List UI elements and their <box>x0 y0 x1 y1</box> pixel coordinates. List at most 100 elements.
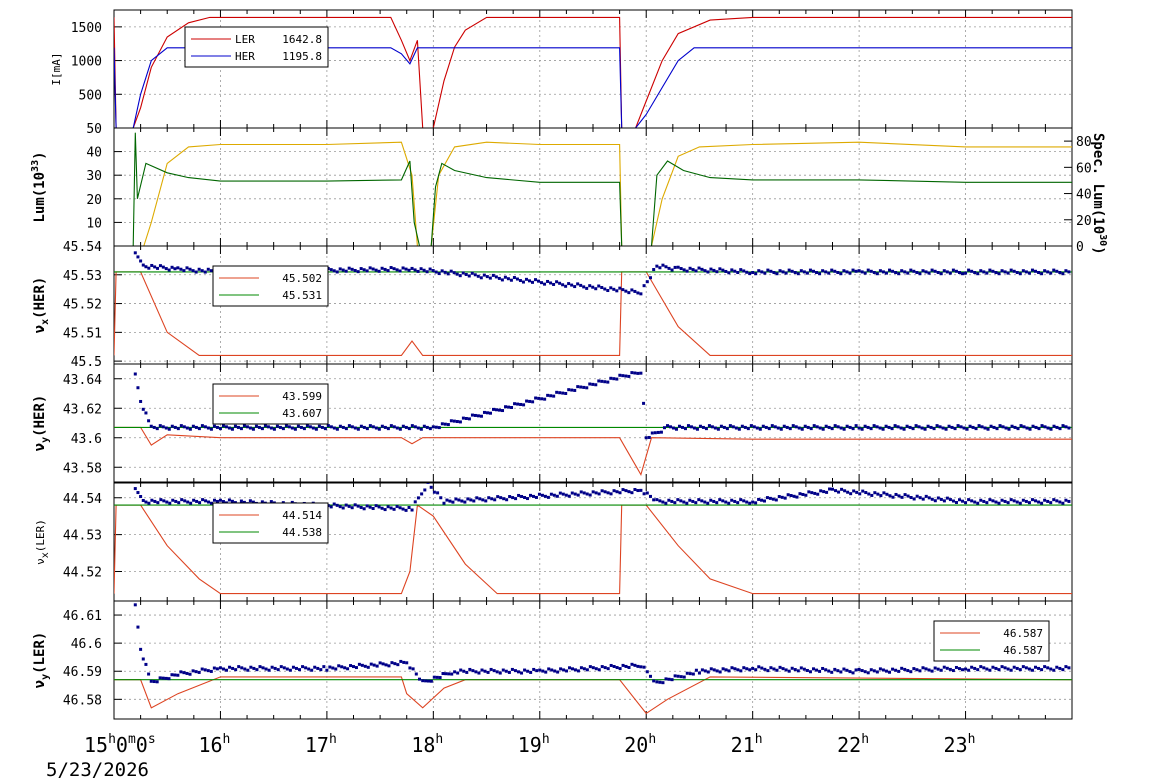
data-point <box>948 498 952 502</box>
data-point <box>875 425 879 429</box>
data-point <box>354 666 358 670</box>
data-point <box>472 499 476 503</box>
data-point <box>540 493 544 497</box>
data-point <box>988 668 992 672</box>
x-tick-label: 15h0m0s <box>84 732 156 757</box>
data-point <box>362 425 366 429</box>
data-point <box>766 268 770 272</box>
data-point <box>561 492 565 496</box>
data-point <box>155 680 159 684</box>
legend-value: 44.514 <box>282 509 322 522</box>
data-point <box>392 507 396 511</box>
data-point <box>422 268 426 272</box>
data-point <box>1021 269 1025 273</box>
data-point <box>491 407 495 411</box>
data-point <box>621 663 625 667</box>
data-point <box>866 671 870 675</box>
data-point <box>670 678 674 682</box>
data-point <box>676 674 680 678</box>
data-point <box>688 498 692 502</box>
data-point <box>341 506 345 510</box>
data-point <box>659 430 663 434</box>
data-point <box>840 487 844 491</box>
data-point <box>673 265 677 269</box>
data-point <box>497 276 501 280</box>
data-point <box>670 268 674 272</box>
data-point <box>739 268 743 272</box>
data-point <box>439 496 443 500</box>
data-point <box>751 271 755 275</box>
data-point <box>421 679 425 683</box>
data-point <box>751 666 755 670</box>
data-point <box>399 659 403 663</box>
data-point <box>341 425 345 429</box>
data-point <box>182 671 186 675</box>
data-point <box>555 390 559 394</box>
data-point <box>281 427 285 431</box>
data-point <box>900 495 904 499</box>
data-point <box>700 499 704 503</box>
data-point <box>287 425 291 429</box>
data-point <box>372 663 376 667</box>
data-point <box>428 427 432 431</box>
data-point <box>360 663 364 667</box>
data-point <box>529 670 533 674</box>
data-point <box>866 268 870 272</box>
data-point <box>902 427 906 431</box>
legend-name: LER <box>235 33 255 46</box>
legend-value: 46.587 <box>1003 627 1043 640</box>
data-point <box>970 665 974 669</box>
data-point <box>936 496 940 500</box>
y-tick-label: 45.54 <box>63 240 102 255</box>
data-point <box>173 425 177 429</box>
data-point <box>661 681 665 685</box>
data-point <box>284 424 288 428</box>
data-point <box>380 266 384 270</box>
data-point <box>603 380 607 384</box>
data-point <box>804 493 808 497</box>
data-point <box>630 662 634 666</box>
data-point <box>860 270 864 274</box>
data-point <box>504 405 508 409</box>
data-point <box>401 266 405 270</box>
data-point <box>716 427 720 431</box>
y-tick-label: 50 <box>86 122 102 137</box>
data-point <box>594 287 598 291</box>
data-point <box>976 272 980 276</box>
data-point <box>556 670 560 674</box>
data-point <box>576 493 580 497</box>
data-point <box>742 269 746 273</box>
data-point <box>878 426 882 430</box>
data-point <box>688 672 692 676</box>
data-point <box>1061 272 1065 276</box>
data-point <box>867 492 871 496</box>
legend-value: 44.538 <box>282 526 322 539</box>
data-point <box>188 267 192 271</box>
data-point <box>171 498 175 502</box>
data-point <box>1006 271 1010 275</box>
data-point <box>645 670 649 674</box>
data-point <box>552 394 556 398</box>
data-point <box>191 269 195 273</box>
data-point <box>147 266 151 270</box>
data-point <box>269 426 273 430</box>
data-point <box>159 498 163 502</box>
data-point <box>748 501 752 505</box>
data-point <box>903 667 907 671</box>
data-point <box>147 672 151 676</box>
data-point <box>573 285 577 289</box>
data-point <box>718 498 722 502</box>
legend: 45.502 45.531 <box>212 265 329 307</box>
data-point <box>1043 269 1047 273</box>
data-point <box>239 427 243 431</box>
data-point <box>366 665 370 669</box>
data-point <box>531 400 535 404</box>
data-point <box>495 408 499 412</box>
data-point <box>487 496 491 500</box>
data-point <box>851 671 855 675</box>
data-point <box>836 271 840 275</box>
data-point <box>189 501 193 505</box>
data-point <box>402 660 406 664</box>
data-point <box>500 278 504 282</box>
data-point <box>347 504 351 508</box>
